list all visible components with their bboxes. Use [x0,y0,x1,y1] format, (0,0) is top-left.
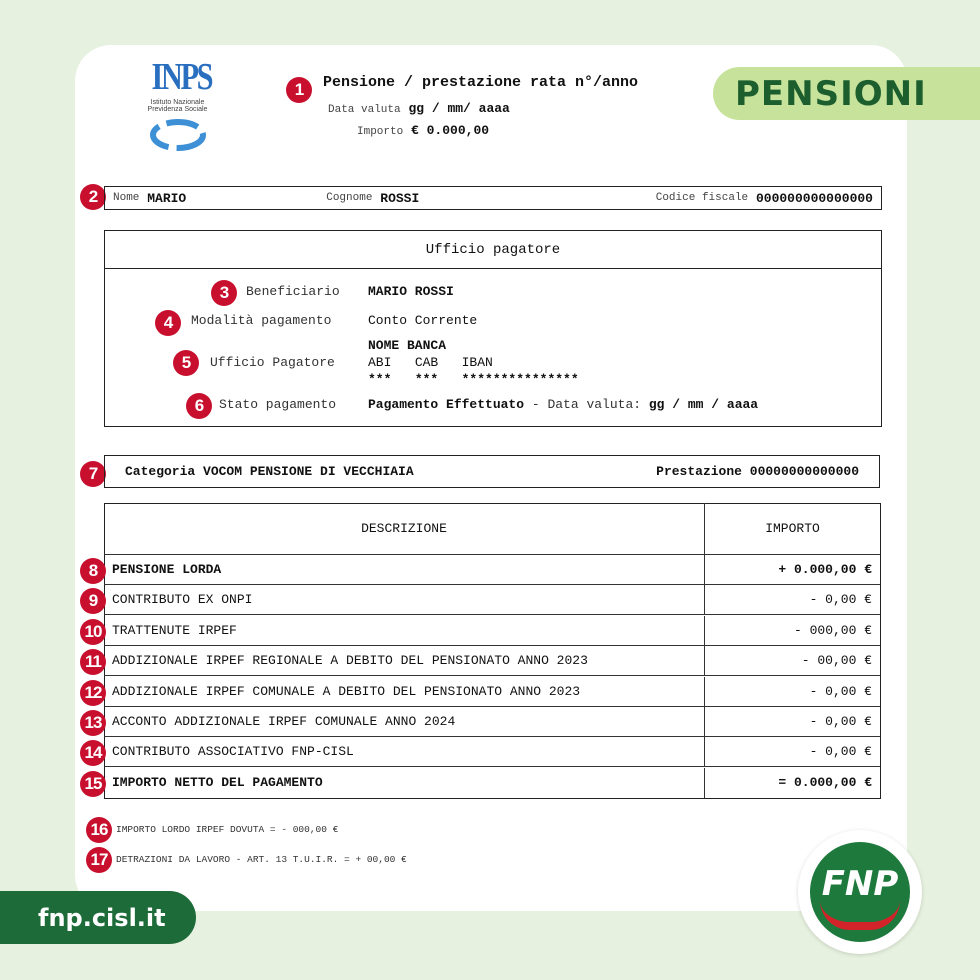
importo-value: € 0.000,00 [411,123,490,138]
marker-11: 11 [80,649,106,676]
cab-value: *** [414,372,439,387]
row-description: ACCONTO ADDIZIONALE IRPEF COMUNALE ANNO … [104,707,705,736]
modalita-value: Conto Corrente [368,313,478,328]
table-row: IMPORTO NETTO DEL PAGAMENTO = 0.000,00 € [104,767,880,798]
nome-value: MARIO [147,190,187,206]
stato-data-value: gg / mm / aaaa [648,397,759,412]
site-link[interactable]: fnp.cisl.it [38,903,166,932]
row-amount: - 0,00 € [809,683,872,699]
banca-name: NOME BANCA [368,338,447,353]
site-badge: fnp.cisl.it [0,891,196,944]
pensioni-badge: PENSIONI [713,67,980,120]
marker-8: 8 [80,558,106,584]
marker-9: 9 [80,588,106,615]
table-row: CONTRIBUTO EX ONPI - 0,00 € [104,585,880,616]
row-description: IMPORTO NETTO DEL PAGAMENTO [104,767,705,798]
marker-6: 6 [186,393,212,419]
marker-10: 10 [80,618,106,645]
cf-label: Codice fiscale [655,192,749,204]
inps-logo: INPS Istituto Nazionale Previdenza Socia… [145,55,214,158]
table-row: TRATTENUTE IRPEF - 000,00 € [104,615,880,646]
marker-14: 14 [80,740,106,767]
nome-label: Nome [113,192,140,204]
beneficiario-value: MARIO ROSSI [368,284,454,299]
pension-title: Pensione / prestazione rata n°/anno [323,74,639,91]
row-amount: - 0,00 € [809,744,872,760]
iban-value: *************** [461,372,579,387]
abi-label: ABI [368,355,392,370]
note-text: DETRAZIONI DA LAVORO - ART. 13 T.U.I.R. … [116,854,407,865]
ufficio-title: Ufficio pagatore [105,231,881,269]
marker-5: 5 [173,350,199,376]
row-description: ADDIZIONALE IRPEF COMUNALE A DEBITO DEL … [104,676,705,706]
table-header: DESCRIZIONE IMPORTO [104,503,880,555]
row-amount: - 0,00 € [809,592,872,608]
inps-arrows-icon [149,119,206,151]
prestazione-value: 00000000000000 [749,464,859,479]
header-descrizione: DESCRIZIONE [104,503,705,554]
inps-logo-text: INPS [151,56,214,98]
row-amount: - 00,00 € [801,653,872,669]
cab-label: CAB [414,355,439,370]
row-description: CONTRIBUTO ASSOCIATIVO FNP-CISL [104,737,705,767]
importo-label: Importo [357,126,404,138]
inps-subtitle: Istituto Nazionale [150,99,205,106]
pensioni-label: PENSIONI [735,73,927,114]
row-amount: - 0,00 € [809,714,872,729]
beneficiario-label: Beneficiario [246,284,340,299]
ufficio-pagatore-label: Ufficio Pagatore [210,355,335,370]
marker-12: 12 [80,679,106,706]
person-box: Nome MARIO Cognome ROSSI Codice fiscale … [104,186,882,210]
stato-data-label: - Data valuta: [531,397,642,412]
table-row: ACCONTO ADDIZIONALE IRPEF COMUNALE ANNO … [104,707,880,737]
table-row: PENSIONE LORDA + 0.000,00 € [104,555,880,585]
row-amount: = 0.000,00 € [778,775,872,791]
marker-13: 13 [80,710,106,736]
row-amount: + 0.000,00 € [778,562,872,577]
abi-value: *** [368,372,392,387]
marker-15: 15 [80,770,106,797]
detail-table [104,503,881,799]
note-text: IMPORTO LORDO IRPEF DOVUTA = - 000,00 € [116,824,339,835]
table-row: ADDIZIONALE IRPEF REGIONALE A DEBITO DEL… [104,646,880,677]
marker-3: 3 [211,280,237,306]
row-description: CONTRIBUTO EX ONPI [104,585,705,615]
ufficio-box: Ufficio pagatore [104,230,882,427]
marker-4: 4 [155,310,181,336]
header-importo: IMPORTO [765,521,820,536]
categoria-label: Categoria VOCOM PENSIONE DI VECCHIAIA [125,464,414,479]
inps-subtitle: Previdenza Sociale [147,106,208,113]
marker-7: 7 [80,461,106,487]
row-description: PENSIONE LORDA [104,555,705,584]
marker-16: 16 [86,817,112,843]
row-description: ADDIZIONALE IRPEF REGIONALE A DEBITO DEL… [104,646,705,676]
iban-label: IBAN [461,355,493,370]
stato-value: Pagamento Effettuato [368,397,525,412]
fnp-logo: FNP [798,830,922,954]
row-description: TRATTENUTE IRPEF [104,615,705,645]
marker-17: 17 [86,847,112,873]
marker-2: 2 [80,184,106,210]
modalita-label: Modalità pagamento [191,313,332,328]
fnp-logo-text: FNP [821,864,899,904]
table-row: CONTRIBUTO ASSOCIATIVO FNP-CISL - 0,00 € [104,737,880,768]
data-label: Data valuta [328,104,401,116]
categoria-box: Categoria VOCOM PENSIONE DI VECCHIAIA Pr… [104,455,880,488]
row-amount: - 000,00 € [793,622,872,638]
table-row: ADDIZIONALE IRPEF COMUNALE A DEBITO DEL … [104,676,880,707]
cf-value: 000000000000000 [755,190,873,206]
stato-label: Stato pagamento [219,397,337,412]
marker-1: 1 [286,77,312,103]
cognome-value: ROSSI [380,190,420,206]
prestazione-label: Prestazione [656,464,742,479]
cognome-label: Cognome [326,192,373,204]
data-value: gg / mm/ aaaa [408,101,510,116]
